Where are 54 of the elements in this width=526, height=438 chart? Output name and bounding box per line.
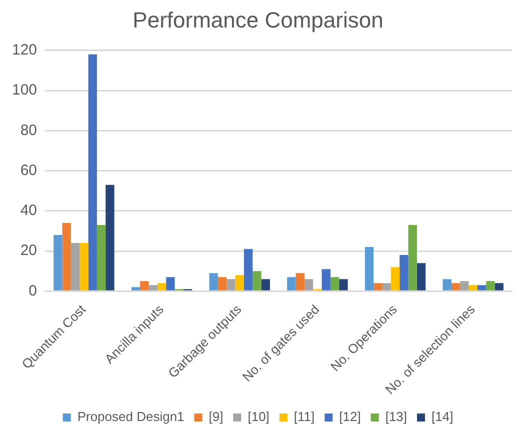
bar: [244, 249, 253, 290]
bar: [451, 283, 460, 290]
bar: [235, 275, 244, 290]
chart-title: Performance Comparison: [132, 7, 384, 32]
bar: [209, 273, 218, 290]
bar: [80, 243, 88, 290]
y-tick-label: 0: [28, 282, 38, 300]
y-tick-label: 120: [12, 42, 38, 59]
legend-label: [14]: [432, 409, 454, 424]
bar: [477, 285, 486, 290]
legend-label: [9]: [208, 409, 224, 424]
bar: [261, 279, 270, 290]
bar: [494, 283, 504, 290]
bar: [374, 283, 382, 290]
legend-label: Proposed Design1: [77, 409, 184, 424]
y-tick-label: 60: [20, 162, 38, 179]
bar: [486, 281, 495, 290]
bar: [148, 285, 158, 290]
bar: [88, 54, 97, 290]
bar: [408, 224, 417, 290]
bar: [131, 287, 140, 290]
bar: [390, 267, 400, 290]
bar: [218, 277, 227, 290]
y-tick-label: 40: [20, 202, 38, 220]
legend-label: [10]: [248, 409, 270, 424]
bar: [62, 222, 71, 290]
bar: [106, 184, 114, 290]
bar: [468, 285, 478, 290]
bar: [287, 277, 296, 290]
bar: [382, 283, 391, 290]
y-tick-label: 100: [12, 82, 38, 99]
bar: [322, 269, 330, 290]
legend-label: [11]: [294, 409, 315, 424]
bar: [400, 255, 408, 290]
bar: [364, 247, 374, 290]
bar: [96, 224, 106, 290]
y-tick-label: 20: [20, 242, 38, 260]
bar: [252, 271, 262, 290]
bar: [339, 279, 348, 290]
bar: [304, 279, 314, 290]
bar: [460, 281, 469, 290]
bar: [296, 273, 304, 290]
bar: [157, 283, 166, 290]
y-tick-label: 80: [20, 122, 38, 139]
bar: [54, 234, 62, 290]
bar: [140, 281, 149, 290]
bar: [166, 277, 175, 290]
bar: [416, 263, 426, 290]
legend-label: [12]: [339, 409, 361, 424]
bar: [70, 243, 80, 290]
bar: [226, 279, 236, 290]
bar: [442, 279, 452, 290]
legend-label: [13]: [385, 409, 408, 424]
bar: [330, 277, 340, 290]
